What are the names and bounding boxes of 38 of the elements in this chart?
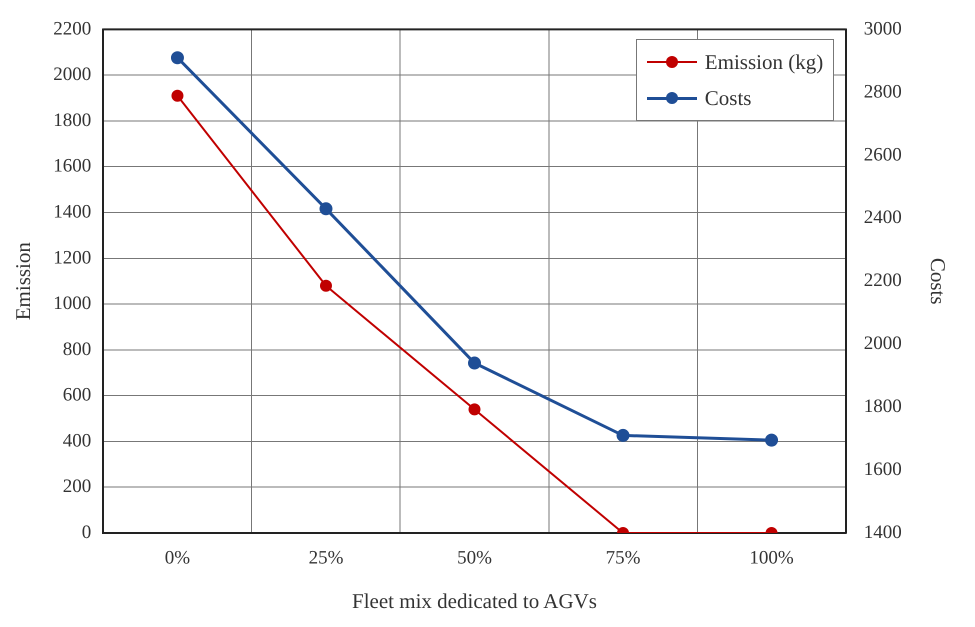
x-tick-label: 100% (749, 547, 794, 568)
y-axis-title: Emission (11, 242, 36, 320)
y-tick-label: 1000 (53, 293, 92, 314)
y-tick-label: 2000 (53, 64, 92, 86)
x-tick-label: 50% (457, 547, 492, 568)
y-tick-label: 1800 (53, 110, 92, 131)
point (170, 51, 184, 64)
y-tick-label: 0 (82, 522, 92, 543)
point (171, 90, 184, 102)
y2-tick-label: 2400 (864, 207, 902, 228)
x-tick-label: 75% (606, 547, 641, 568)
y2-tick-label: 1400 (864, 522, 902, 543)
point (468, 356, 481, 370)
legend-label: Costs (704, 86, 752, 111)
x-axis-title: Fleet mix dedicated to AGVs (352, 588, 597, 613)
y-tick-label: 1400 (53, 202, 92, 223)
y2-tick-label: 1800 (864, 396, 902, 418)
y-tick-label: 600 (62, 384, 92, 406)
y-tick-label: 1200 (53, 247, 92, 268)
y2-tick-label: 2800 (864, 81, 902, 102)
y-tick-label: 1600 (53, 156, 92, 177)
y2-axis-title: Costs (926, 258, 950, 305)
y2-tick-label: 3000 (864, 18, 902, 40)
y-tick-label: 2200 (53, 18, 92, 40)
point (765, 434, 778, 447)
legend-label: Emission (kg) (704, 50, 824, 75)
y2-tick-label: 2200 (864, 270, 902, 292)
x-tick-label: 25% (308, 547, 344, 568)
y2-tick-label: 2600 (864, 144, 902, 166)
point (319, 202, 332, 216)
y2-tick-label: 1600 (864, 459, 902, 480)
y-tick-label: 800 (62, 338, 92, 360)
y-tick-label: 200 (62, 476, 92, 498)
y-tick-label: 400 (62, 430, 92, 452)
point (320, 280, 332, 292)
y2-tick-label: 2000 (864, 333, 902, 354)
x-tick-label: 0% (164, 547, 190, 568)
point (616, 428, 630, 442)
